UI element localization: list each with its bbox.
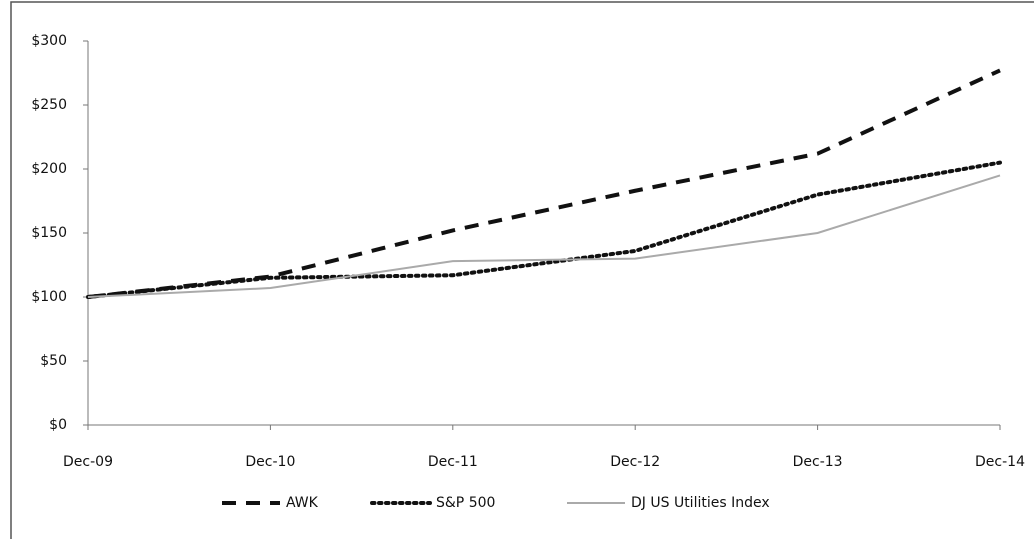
- legend-label: DJ US Utilities Index: [631, 495, 770, 511]
- x-tick-label: Dec-13: [793, 454, 843, 470]
- y-tick-label: $150: [31, 225, 67, 241]
- y-tick-label: $50: [40, 353, 67, 369]
- x-tick-label: Dec-12: [610, 454, 660, 470]
- series-line: [87, 174, 1001, 298]
- y-tick-label: $250: [31, 97, 67, 113]
- x-tick-label: Dec-09: [63, 454, 113, 470]
- legend-label: S&P 500: [436, 495, 495, 511]
- y-tick-label: $200: [31, 161, 67, 177]
- y-tick-label: $0: [49, 417, 67, 433]
- x-tick-label: Dec-11: [428, 454, 478, 470]
- y-tick-label: $100: [31, 289, 67, 305]
- x-tick-label: Dec-14: [975, 454, 1025, 470]
- series-line: [86, 160, 1002, 299]
- legend-label: AWK: [286, 495, 319, 511]
- x-tick-label: Dec-10: [245, 454, 295, 470]
- y-tick-label: $300: [31, 33, 67, 49]
- chart-frame: [10, 1, 1034, 539]
